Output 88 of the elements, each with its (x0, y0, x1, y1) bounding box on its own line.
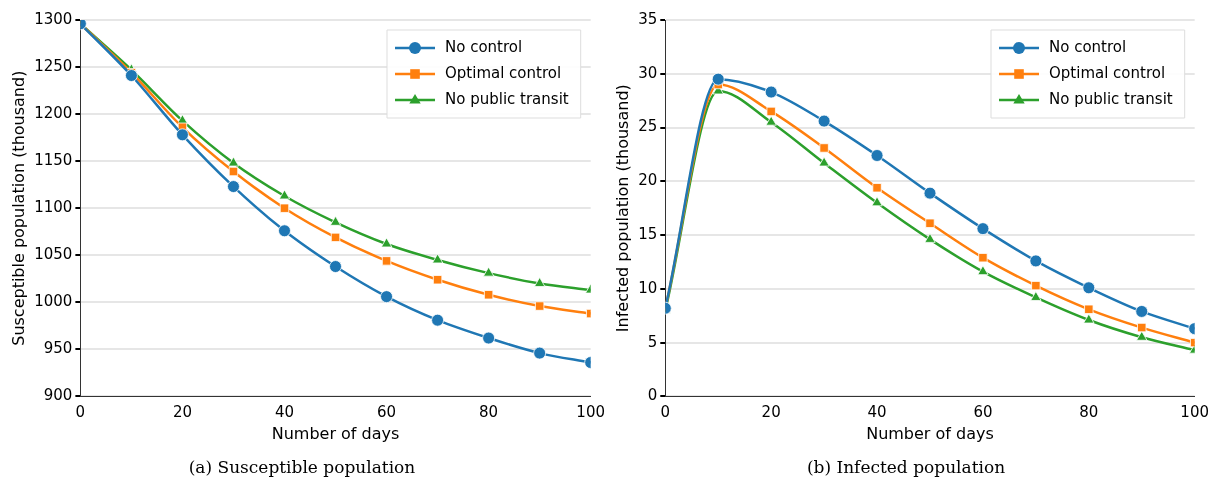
point (766, 106, 776, 117)
x-tick-label: 20 (761, 403, 781, 422)
point (764, 85, 778, 99)
point (925, 218, 935, 228)
x-tick-label: 60 (973, 403, 993, 422)
point (329, 260, 342, 273)
x-tick-label: 40 (867, 403, 887, 422)
point (432, 275, 443, 285)
y-tick-label: 1150 (34, 151, 73, 170)
y-tick-label: 1100 (34, 198, 73, 217)
x-tick-label: 0 (75, 403, 86, 422)
y-tick-label: 0 (647, 386, 658, 405)
x-tick-label: 80 (1079, 403, 1099, 422)
point (534, 277, 546, 287)
y-axis-title: Susceptible population (thousand) (8, 70, 28, 346)
x-tick-label: 80 (479, 403, 499, 422)
text: (b) Infected population (806, 457, 1006, 478)
point (279, 203, 290, 213)
point (329, 215, 342, 226)
point (431, 313, 444, 327)
point (819, 143, 829, 153)
point (1082, 281, 1096, 295)
point (817, 114, 831, 128)
x-tick-label: 0 (660, 403, 671, 422)
point (381, 256, 392, 266)
point (1083, 313, 1095, 324)
point (533, 346, 547, 360)
point (818, 156, 830, 167)
x-tick-label: 20 (172, 403, 192, 422)
point (870, 149, 884, 162)
point (1137, 322, 1147, 333)
y-tick-label: 1200 (34, 103, 73, 122)
point (923, 186, 937, 200)
point (976, 222, 990, 236)
point (482, 331, 496, 345)
point (1029, 254, 1043, 268)
legend-label: Optimal control (1049, 63, 1166, 82)
y-tick-label: 1250 (34, 56, 73, 75)
point (227, 156, 240, 167)
y-axis-title: Infected population (thousand) (612, 84, 632, 333)
y-tick-label: 20 (638, 171, 658, 190)
point (871, 196, 883, 207)
x-tick-label: 100 (1180, 403, 1210, 422)
point (535, 301, 545, 311)
y-tick-label: 15 (638, 224, 658, 243)
x-axis-title: Number of days (271, 424, 400, 444)
y-tick-label: 35 (638, 9, 658, 28)
y-tick-label: 1300 (34, 9, 73, 28)
point (711, 72, 725, 86)
point (330, 232, 341, 243)
point (278, 189, 291, 200)
point (125, 69, 138, 82)
y-tick-label: 5 (647, 332, 658, 351)
point (1031, 280, 1041, 291)
point (228, 166, 239, 177)
x-tick-label: 40 (274, 403, 295, 422)
y-tick-label: 900 (43, 386, 73, 405)
y-tick-label: 25 (638, 117, 658, 136)
x-tick-label: 100 (576, 403, 606, 422)
point (227, 180, 240, 193)
point (278, 224, 291, 238)
text: (a) Susceptible population (188, 457, 416, 478)
x-tick-label: 60 (377, 403, 397, 422)
y-tick-label: 30 (638, 63, 658, 82)
point (432, 253, 444, 264)
point (380, 237, 393, 248)
point (924, 232, 936, 243)
point (977, 265, 989, 276)
point (1084, 304, 1094, 314)
y-tick-label: 950 (43, 339, 73, 358)
legend-label: Optimal control (445, 63, 562, 82)
legend-label: No control (1049, 37, 1127, 56)
point (872, 183, 882, 193)
point (765, 115, 777, 126)
y-tick-label: 10 (638, 278, 658, 297)
y-tick-label: 1000 (34, 292, 73, 311)
legend-label: No public transit (445, 89, 569, 108)
point (380, 290, 393, 304)
point (483, 266, 495, 277)
point (1030, 291, 1042, 301)
x-axis-title: Number of days (866, 424, 994, 444)
point (1135, 305, 1149, 318)
y-tick-label: 1050 (34, 245, 73, 264)
legend-label: No control (445, 37, 523, 56)
point (483, 290, 494, 300)
legend-label: No public transit (1049, 89, 1173, 108)
point (978, 253, 988, 263)
point (176, 128, 189, 142)
